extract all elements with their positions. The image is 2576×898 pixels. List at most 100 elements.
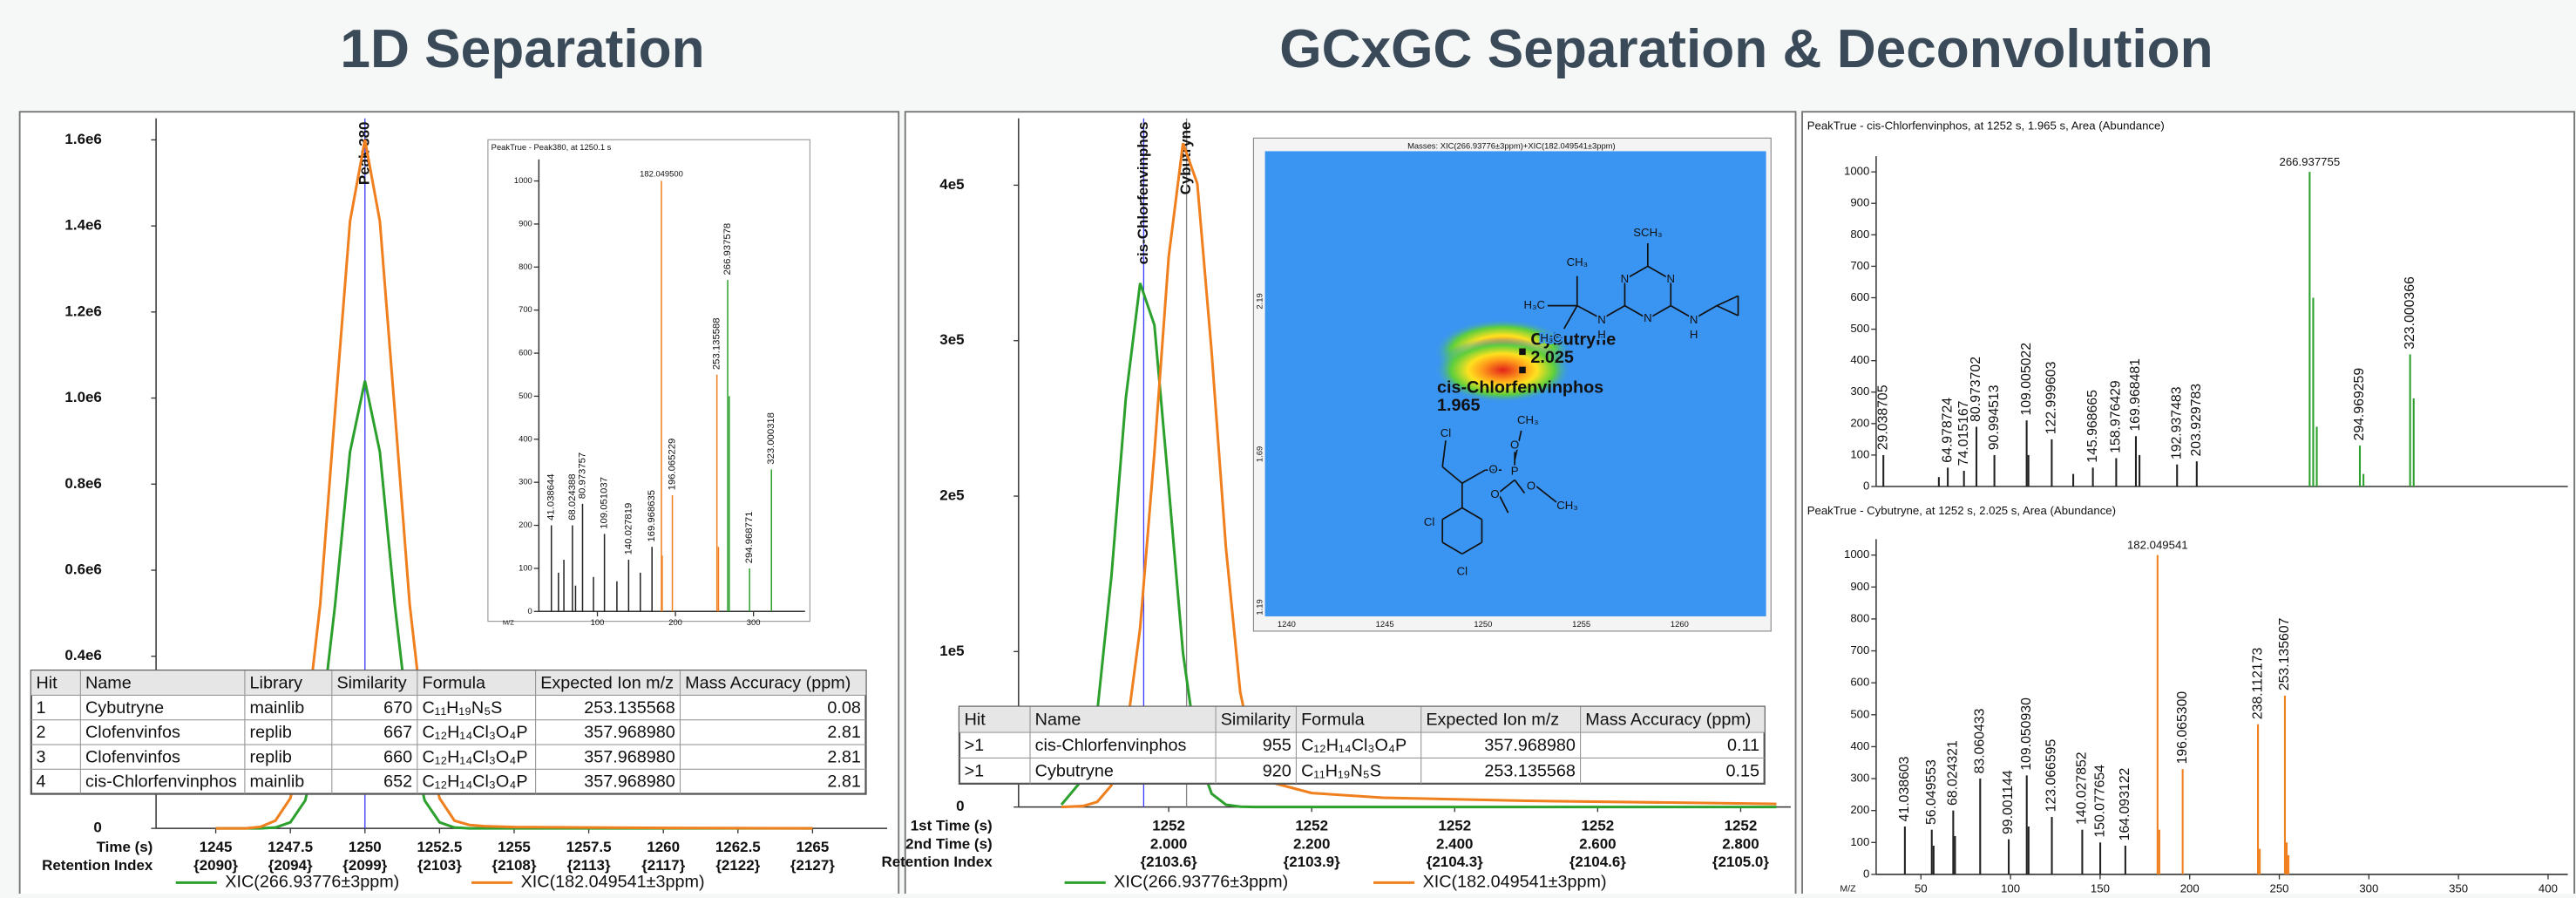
legend-label: XIC(182.049541±3ppm) <box>521 873 705 892</box>
table-cell: C₁₂H₁₄Cl₃O₄P <box>422 747 527 766</box>
chart-title: Masses: XIC(266.93776±3ppm)+XIC(182.0495… <box>1407 140 1616 150</box>
table-cell: cis-Chlorfenvinphos <box>85 772 237 792</box>
table-cell: C₁₂H₁₄Cl₃O₄P <box>1301 736 1407 755</box>
bond <box>1576 304 1603 320</box>
axis-label: 1st Time (s) <box>911 818 993 834</box>
table-cell: 2.81 <box>827 747 861 766</box>
peak-label: 266.937755 <box>2280 155 2341 168</box>
y-tick-label: 500 <box>519 391 532 400</box>
table-cell: 2.81 <box>827 723 861 742</box>
panel <box>1801 111 2576 898</box>
atom-label: H₃C <box>1524 298 1546 311</box>
atom-label: Cl <box>1457 565 1468 578</box>
y-tick-label: 700 <box>1850 259 1869 272</box>
x-tick-label: 100 <box>2001 881 2020 894</box>
peak-label: 238.112173 <box>2250 647 2265 719</box>
bond <box>1497 493 1509 514</box>
table-cell: 2.81 <box>827 772 861 792</box>
peak-label: 109.051037 <box>600 477 610 529</box>
table-header: Similarity <box>1221 711 1291 730</box>
retention-index-label: {2108} <box>492 857 537 874</box>
peak-label: 123.066595 <box>2044 739 2059 813</box>
y-tick-label: 400 <box>519 433 532 443</box>
y-tick-label: 200 <box>1850 416 1869 429</box>
x-tick-label: 200 <box>668 617 682 627</box>
table-cell: 357.968980 <box>584 747 675 766</box>
y-tick-label: 400 <box>1850 353 1869 366</box>
bond <box>1693 304 1718 320</box>
bond <box>1624 265 1649 281</box>
axis-label: Retention Index <box>881 854 993 870</box>
retention-index-label: {2127} <box>790 857 835 874</box>
x-tick-label: 300 <box>747 617 761 627</box>
table-cell: Cybutryne <box>85 698 164 718</box>
table-cell: 920 <box>1263 761 1291 780</box>
x-tick-label: 1252 <box>1438 818 1471 834</box>
retention-index-label: {2117} <box>641 857 685 874</box>
bond <box>1441 541 1463 555</box>
table-header: Formula <box>1301 711 1365 730</box>
table-cell: 1 <box>36 698 45 718</box>
x-tick-label: 1240 <box>1278 619 1296 629</box>
bond <box>1647 304 1671 320</box>
retention-index-label: {2103.6} <box>1141 854 1197 870</box>
bond <box>1534 484 1558 504</box>
table-header: Mass Accuracy (ppm) <box>1585 711 1751 730</box>
x-tick-label: 1252 <box>1725 818 1758 834</box>
y-tick-label: 900 <box>519 218 532 228</box>
peak-label: 140.027819 <box>623 503 634 555</box>
axis-label: Time (s) <box>97 839 153 855</box>
bond <box>1670 304 1695 320</box>
table-cell: 2 <box>36 723 45 742</box>
x-tick-label: 250 <box>2270 881 2289 894</box>
peak-label: 203.929783 <box>2189 384 2204 457</box>
y-tick-label: 900 <box>1850 580 1869 593</box>
peak-annotation: Cybutryne <box>1177 122 1194 195</box>
peak-label: 150.077654 <box>2092 765 2107 838</box>
table-cell: 0.15 <box>1726 761 1760 780</box>
table-cell: 253.135568 <box>584 698 675 718</box>
retention-index-label: {2122} <box>715 857 760 874</box>
atom-label: N <box>1666 272 1675 285</box>
series-line <box>215 380 813 830</box>
retention-index-label: {2105.0} <box>1712 854 1769 870</box>
peak-time: 2.025 <box>1530 348 1574 367</box>
chart-title: PeakTrue - Cybutryne, at 1252 s, 2.025 s… <box>1807 504 2116 517</box>
bond <box>1441 507 1463 520</box>
table-cell: 3 <box>36 747 45 766</box>
y-tick-label: 0.4e6 <box>64 647 101 663</box>
peak-label: 182.049500 <box>640 169 683 179</box>
x-tick-label: 1250 <box>349 839 382 855</box>
table-cell: mainlib <box>250 698 305 718</box>
y-tick-label: 200 <box>1850 803 1869 816</box>
y-tick-label: 1.19 <box>1254 599 1264 615</box>
y-tick-label: 600 <box>1850 290 1869 303</box>
retention-index-label: {2104.3} <box>1427 854 1483 870</box>
bond <box>1441 440 1447 467</box>
chart-title: PeakTrue - cis-Chlorfenvinphos, at 1252 … <box>1807 119 2165 133</box>
peak-name: Cybutryne <box>1530 330 1616 349</box>
peak-label: 64.978724 <box>1940 398 1955 463</box>
x-tick-label: 50 <box>1915 881 1928 894</box>
y-tick-label: 200 <box>519 520 532 529</box>
x-tick-label: 2.800 <box>1722 835 1759 852</box>
y-tick-label: 4e5 <box>939 176 964 193</box>
peak-label: 169.968635 <box>647 490 657 542</box>
table-header: Name <box>1035 711 1081 730</box>
atom-label: N <box>1621 272 1630 285</box>
peak-label: 169.968481 <box>2128 358 2143 432</box>
table-cell: 652 <box>383 772 412 792</box>
table-cell: C₁₁H₁₉N₅S <box>422 698 502 718</box>
legend-label: XIC(266.93776±3ppm) <box>225 873 399 892</box>
legend-label: XIC(266.93776±3ppm) <box>1114 873 1288 892</box>
x-tick-label: 1250 <box>1474 619 1492 629</box>
table-cell: C₁₂H₁₄Cl₃O₄P <box>422 723 527 742</box>
x-tick-label: 1255 <box>1572 619 1590 629</box>
y-tick-label: 1e5 <box>939 643 964 659</box>
atom-label: SCH₃ <box>1633 226 1662 239</box>
table-cell: Cybutryne <box>1035 761 1114 780</box>
y-tick-label: 2e5 <box>939 487 964 504</box>
y-tick-label: 1000 <box>1844 548 1869 561</box>
retention-index-label: {2099} <box>342 857 387 874</box>
axis-label: Retention Index <box>42 857 153 874</box>
